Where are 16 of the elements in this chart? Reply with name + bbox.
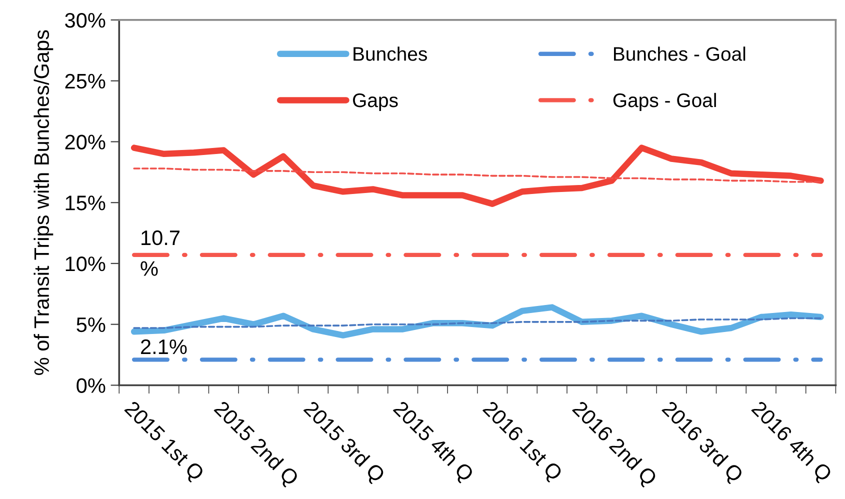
annotation: 10.7 % <box>140 230 180 276</box>
legend-label: Gaps <box>353 93 398 112</box>
y-tick-label: 25% <box>65 74 106 89</box>
annotation: 2.1% <box>141 339 187 354</box>
y-tick-label: 20% <box>65 134 106 150</box>
y-tick-label: 10% <box>66 256 106 272</box>
y-tick-label: 30% <box>65 12 106 28</box>
y-axis-title: % of Transit Trips with Bunches/Gaps <box>34 30 54 375</box>
y-tick-label: 5% <box>76 317 106 332</box>
y-tick-label: 0% <box>76 378 106 393</box>
line-series <box>133 317 822 329</box>
y-tick-label: 15% <box>66 196 106 210</box>
legend-label: Bunches <box>354 46 427 61</box>
line-series <box>133 168 822 183</box>
legend-label: Bunches - Goal <box>614 46 746 61</box>
legend-label: Gaps - Goal <box>613 92 716 112</box>
